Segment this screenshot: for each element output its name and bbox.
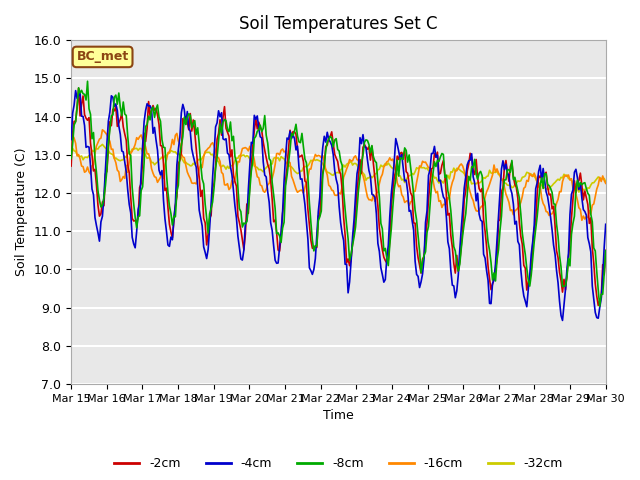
Text: BC_met: BC_met xyxy=(77,50,129,63)
X-axis label: Time: Time xyxy=(323,409,354,422)
Y-axis label: Soil Temperature (C): Soil Temperature (C) xyxy=(15,148,28,276)
Title: Soil Temperatures Set C: Soil Temperatures Set C xyxy=(239,15,438,33)
Legend: -2cm, -4cm, -8cm, -16cm, -32cm: -2cm, -4cm, -8cm, -16cm, -32cm xyxy=(109,452,568,475)
